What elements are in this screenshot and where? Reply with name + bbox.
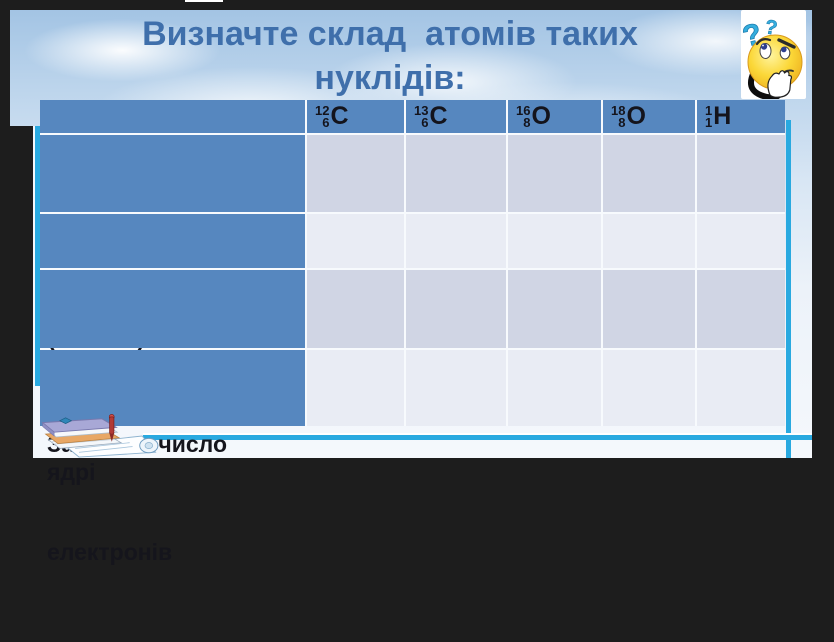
- mass-number: 16: [516, 103, 531, 118]
- atomic-number: 6: [322, 114, 330, 130]
- answer-cell: [307, 350, 404, 426]
- answer-cell: [603, 135, 695, 212]
- answer-cell: [508, 350, 601, 426]
- nuclide-header-13C: 13 6 C: [406, 100, 506, 133]
- atomic-number: 6: [421, 114, 429, 130]
- answer-cell: [508, 135, 601, 212]
- element-symbol: H: [713, 102, 732, 130]
- nuclide-header-12C: 12 6 C: [307, 100, 404, 133]
- nuclide-header-16O: 16 8 O: [508, 100, 601, 133]
- answer-cell: [406, 135, 506, 212]
- row-label-nucleon-number: Нуклонне (масове) число: [40, 135, 305, 350]
- slide-title-line1: Визначте склад атомів таких: [142, 15, 638, 53]
- answer-cell: [406, 350, 506, 426]
- bottom-accent-line: [143, 433, 812, 440]
- thinking-emoji-icon: ? ?: [741, 10, 806, 99]
- atomic-number: 8: [523, 114, 531, 130]
- atomic-number: 1: [705, 114, 713, 130]
- slide-title-line2: нуклідів:: [314, 59, 466, 97]
- left-accent-line: [35, 126, 40, 386]
- answer-cell: [603, 270, 695, 348]
- answer-cell: [307, 214, 404, 268]
- books-and-pen-icon: [36, 414, 166, 458]
- nuclide-header-18O: 18 8 O: [603, 100, 695, 133]
- answer-cell: [406, 270, 506, 348]
- answer-cell: [508, 270, 601, 348]
- answer-cell: [697, 214, 785, 268]
- answer-cell: [508, 214, 601, 268]
- answer-cell: [406, 214, 506, 268]
- table-corner-cell: [40, 100, 305, 133]
- answer-cell: [307, 270, 404, 348]
- left-letterbox: [10, 126, 33, 458]
- screen-edge-artifact: [185, 0, 223, 2]
- answer-cell: [307, 135, 404, 212]
- mass-number: 12: [315, 103, 330, 118]
- answer-cell: [697, 270, 785, 348]
- answer-cell: [697, 350, 785, 426]
- mass-number: 1: [705, 103, 713, 118]
- answer-cell: [603, 214, 695, 268]
- svg-text:?: ?: [763, 16, 779, 40]
- element-symbol: O: [626, 102, 646, 130]
- mass-number: 18: [611, 103, 626, 118]
- answer-cell: [697, 135, 785, 212]
- row-label-neutron-number: Число нейтронів у ядрі: [40, 270, 305, 485]
- element-symbol: C: [429, 102, 448, 130]
- element-symbol: C: [330, 102, 349, 130]
- row-label-proton-number: Протонне число: [40, 214, 305, 321]
- answer-cell: [603, 350, 695, 426]
- slide-title: Визначте склад атомів таких нуклідів:: [40, 12, 740, 100]
- slide-screenshot: Визначте склад атомів таких нуклідів: ? …: [10, 0, 812, 565]
- right-accent-line: [786, 120, 791, 458]
- atomic-number: 8: [618, 114, 626, 130]
- element-symbol: O: [531, 102, 551, 130]
- mass-number: 13: [414, 103, 429, 118]
